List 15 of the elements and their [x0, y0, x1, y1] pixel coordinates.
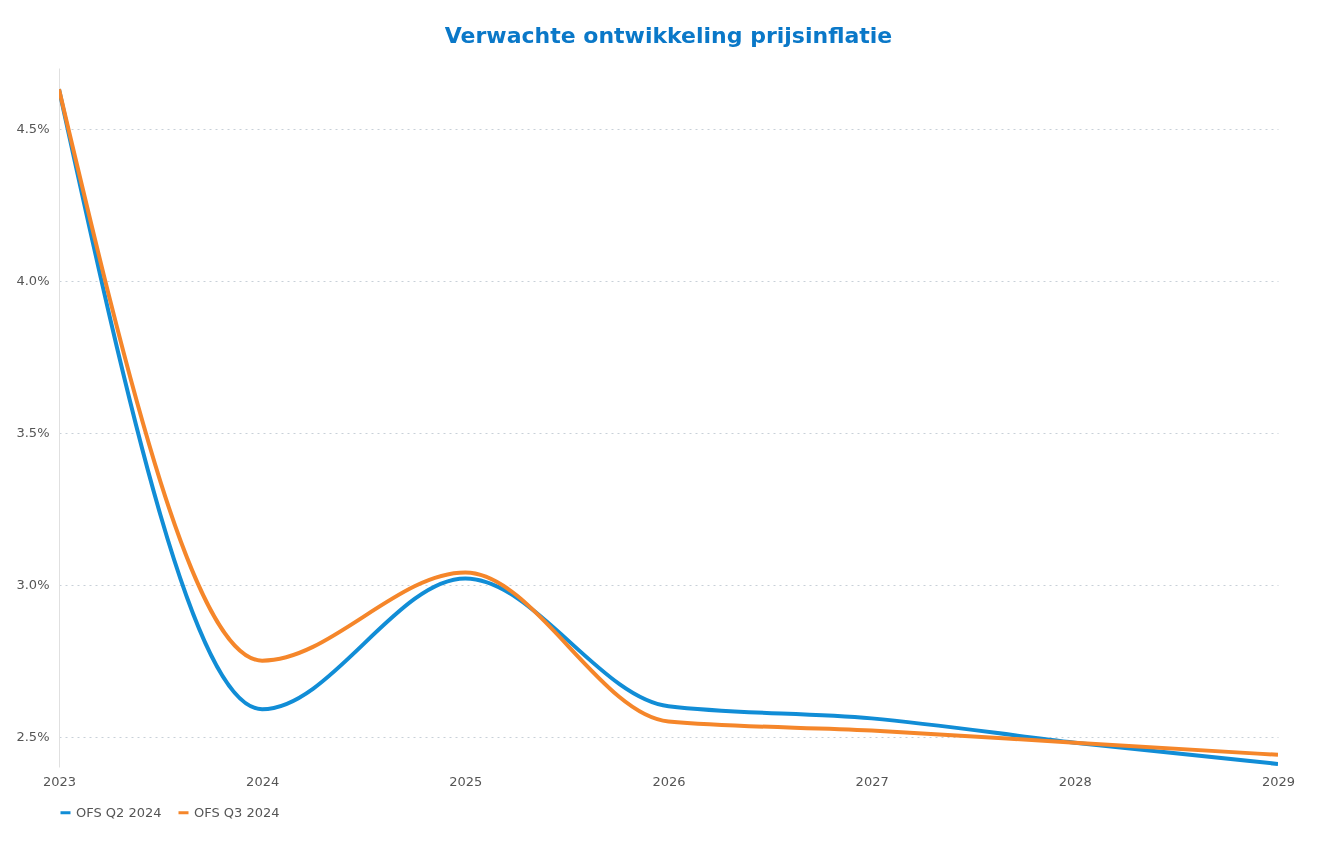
- x-tick-label: 2027: [855, 773, 889, 789]
- x-tick-label: 2028: [1058, 773, 1092, 789]
- legend-label: OFS Q3 2024: [194, 804, 280, 820]
- y-tick-label: 4.5%: [16, 121, 50, 137]
- x-tick-label: 2024: [246, 773, 280, 789]
- y-tick-label: 2.5%: [16, 729, 50, 745]
- chart-title: Verwachte ontwikkeling prijsinflatie: [444, 23, 893, 48]
- x-tick-label: 2026: [652, 773, 686, 789]
- x-tick-label: 2025: [449, 773, 483, 789]
- legend-label: OFS Q2 2024: [76, 804, 162, 820]
- y-tick-label: 3.0%: [16, 577, 50, 593]
- x-tick-label: 2023: [42, 773, 77, 789]
- y-tick-label: 4.0%: [16, 273, 50, 289]
- y-tick-label: 3.5%: [16, 425, 50, 441]
- x-tick-label: 2029: [1261, 773, 1296, 789]
